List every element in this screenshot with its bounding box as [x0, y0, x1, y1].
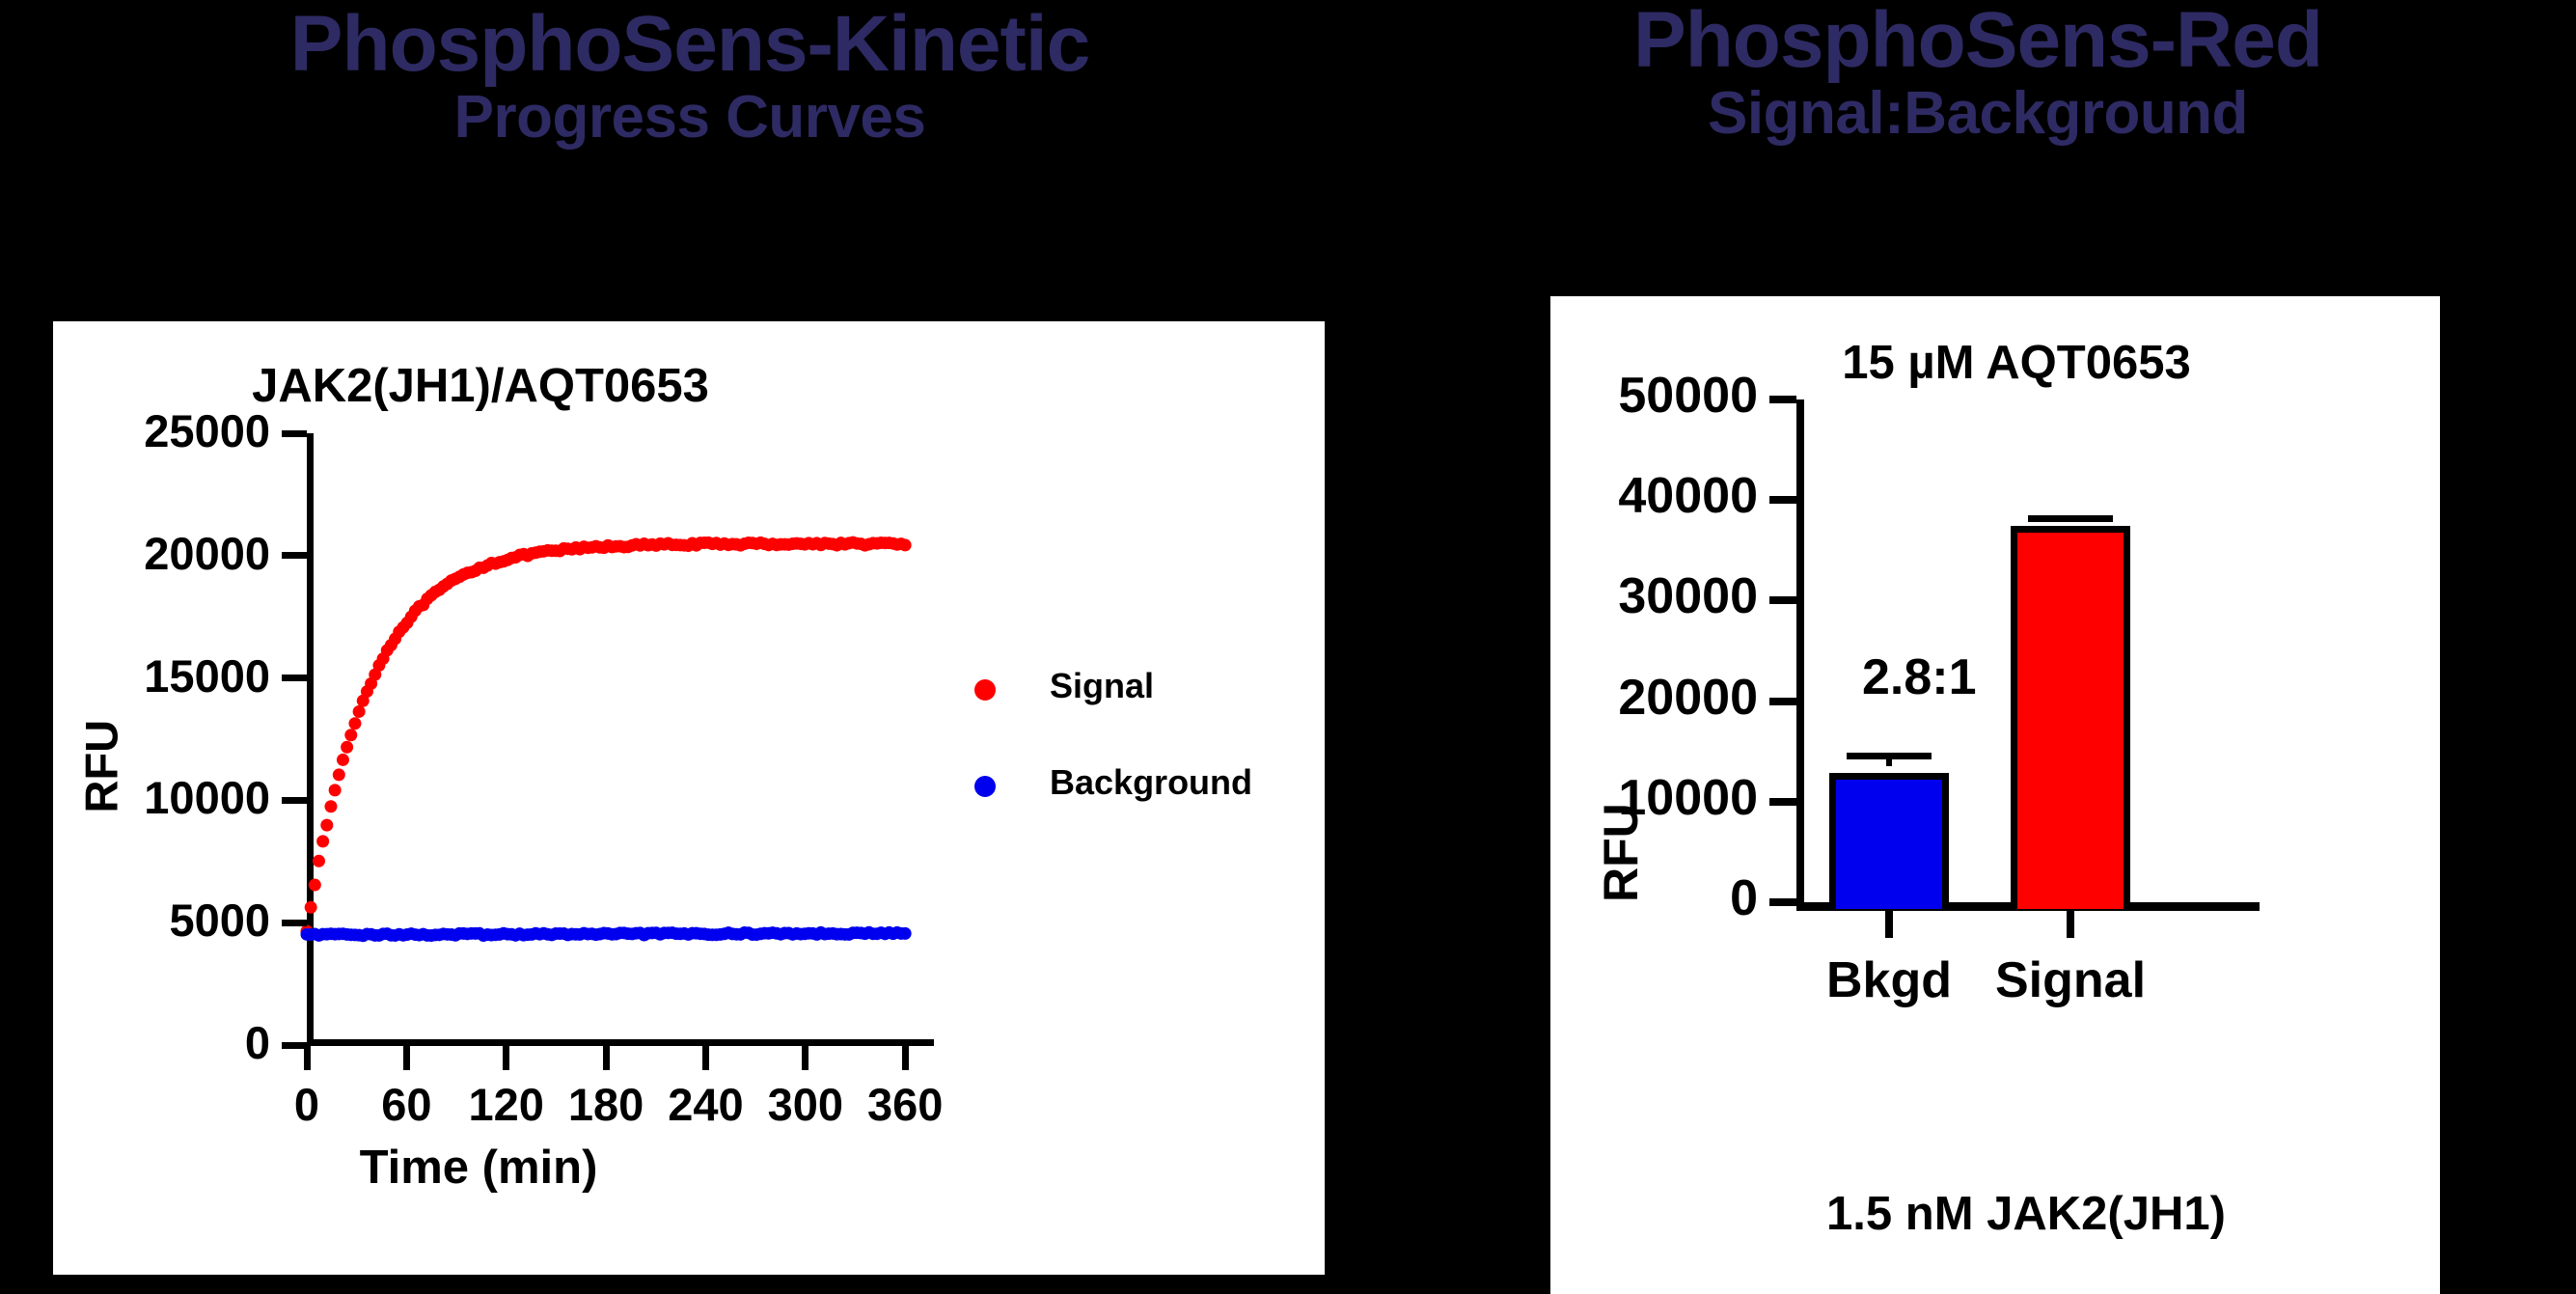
- bar-y-tick-label: 40000: [1618, 468, 1758, 525]
- legend-label-background: Background: [1050, 762, 1253, 802]
- kinetic-x-tick-label: 60: [381, 1079, 432, 1130]
- bar-y-tick: [1769, 396, 1796, 403]
- kinetic-x-axis-line: [307, 1039, 934, 1046]
- legend-marker-signal-icon: [974, 679, 996, 701]
- error-bar-cap: [1847, 753, 1932, 760]
- bar-x-tick-label-bkgd: Bkgd: [1826, 952, 1952, 1008]
- kinetic-y-tick-label: 0: [244, 1017, 270, 1068]
- signal-to-background-ratio-label: 2.8:1: [1862, 649, 1977, 705]
- bar-plot-area: 0 10000 20000 30000 40000 50000 Bkgd Signal: [1618, 368, 2260, 1008]
- kinetic-chart-panel: [53, 321, 1325, 1275]
- kinetic-y-tick-label: 10000: [144, 772, 270, 824]
- kinetic-y-tick: [282, 919, 307, 926]
- left-panel-heading: PhosphoSens-Kinetic Progress Curves: [0, 0, 1380, 151]
- kinetic-x-tick: [503, 1045, 510, 1070]
- series-background: [300, 925, 912, 943]
- left-heading-line2: Progress Curves: [453, 84, 926, 151]
- error-bar-line: [1886, 753, 1892, 767]
- kinetic-chart-title: JAK2(JH1)/AQT0653: [252, 360, 709, 412]
- kinetic-y-tick: [282, 429, 307, 437]
- kinetic-y-tick-label: 15000: [144, 649, 270, 702]
- kinetic-x-tick: [901, 1045, 909, 1070]
- kinetic-y-tick-label: 25000: [144, 405, 270, 456]
- series-signal: [300, 536, 912, 938]
- right-heading-line2: Signal:Background: [1708, 80, 2248, 148]
- bar-signal[interactable]: [2011, 526, 2130, 909]
- bar-y-tick: [1769, 496, 1796, 505]
- kinetic-x-tick: [303, 1045, 311, 1070]
- kinetic-x-tick-label: 360: [866, 1079, 944, 1130]
- bar-y-tick: [1769, 697, 1796, 705]
- kinetic-y-tick: [282, 1041, 307, 1049]
- kinetic-y-tick: [282, 796, 307, 804]
- kinetic-scatter-points: [300, 536, 912, 943]
- kinetic-y-tick: [282, 675, 307, 682]
- bar-y-tick-label: 30000: [1618, 568, 1758, 625]
- bar-x-tick-label-signal: Signal: [1994, 952, 2147, 1008]
- legend-marker-background-icon: [974, 776, 996, 797]
- bar-y-tick: [1769, 797, 1796, 806]
- kinetic-x-tick: [602, 1045, 610, 1070]
- bar-y-axis-line: [1796, 399, 1804, 909]
- kinetic-y-axis-line: [307, 433, 314, 1045]
- bar-y-tick-label: 0: [1730, 870, 1758, 926]
- bar-y-tick-label: 50000: [1618, 368, 1758, 424]
- kinetic-x-tick-label: 300: [767, 1079, 843, 1130]
- bar-y-tick-label: 10000: [1618, 769, 1758, 826]
- bar-chart-title: 15 µM AQT0653: [1842, 337, 2191, 389]
- bar-x-tick: [2067, 911, 2074, 938]
- right-panel-heading: PhosphoSens-Red Signal:Background: [1380, 0, 2576, 148]
- bar-y-tick-label: 20000: [1618, 669, 1758, 726]
- legend-label-signal: Signal: [1050, 666, 1155, 705]
- kinetic-x-axis-title: Time (min): [359, 1142, 598, 1194]
- kinetic-x-tick: [402, 1045, 410, 1070]
- kinetic-y-tick: [282, 552, 307, 560]
- bar-y-tick: [1769, 898, 1796, 906]
- kinetic-x-tick-label: 120: [468, 1079, 544, 1130]
- kinetic-y-tick-label: 20000: [144, 527, 270, 579]
- kinetic-x-tick: [701, 1045, 709, 1070]
- kinetic-x-tick: [802, 1045, 809, 1070]
- bar-x-tick: [1885, 911, 1893, 938]
- kinetic-x-tick-label: 180: [567, 1079, 644, 1130]
- bar-chart-caption: 1.5 nM JAK2(JH1): [1826, 1188, 2226, 1240]
- kinetic-y-tick-label: 5000: [169, 895, 270, 947]
- error-bar-cap: [2028, 515, 2113, 523]
- bar-y-tick: [1769, 596, 1796, 605]
- left-heading-line1: PhosphoSens-Kinetic: [289, 0, 1090, 88]
- kinetic-plot-area: 0 5000 10000 15000 20000 25000 0 60 120 180 240 300…: [144, 405, 943, 1130]
- right-heading-line1: PhosphoSens-Red: [1633, 0, 2323, 84]
- bar-chart-panel: [1550, 296, 2440, 1294]
- kinetic-x-tick-label: 0: [293, 1079, 320, 1130]
- bar-bkgd[interactable]: [1829, 773, 1949, 909]
- kinetic-x-tick-label: 240: [668, 1079, 744, 1130]
